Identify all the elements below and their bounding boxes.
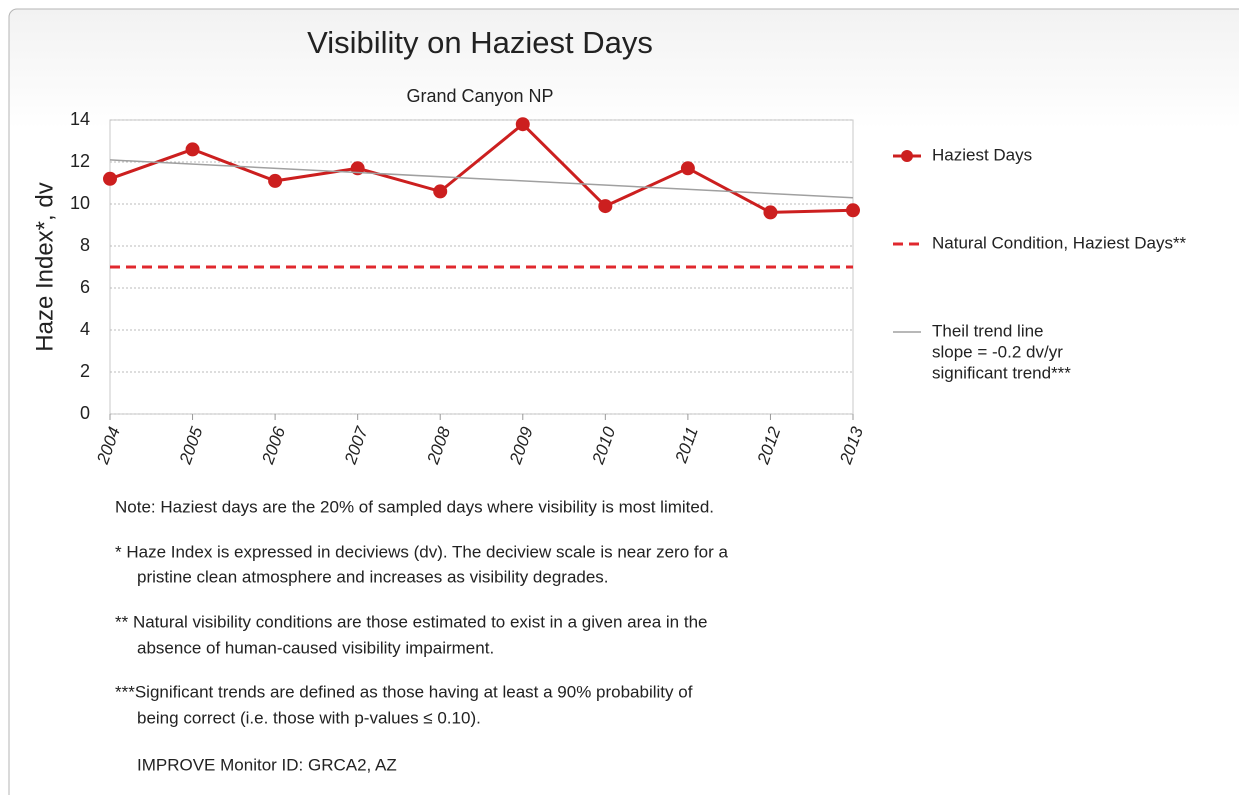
series-line <box>109 122 854 214</box>
y-tick-label: 10 <box>70 193 90 213</box>
y-tick-label: 0 <box>80 403 90 423</box>
marker <box>515 117 530 132</box>
marker <box>846 203 860 218</box>
marker <box>598 199 613 214</box>
legend-note: slope = -0.2 dv/yr <box>932 342 1063 361</box>
footnote: ***Significant trends are defined as tho… <box>115 682 693 701</box>
legend-label: Natural Condition, Haziest Days** <box>932 233 1187 252</box>
marker <box>763 205 778 220</box>
marker <box>433 184 448 199</box>
y-tick-label: 6 <box>80 277 90 297</box>
chart-subtitle: Grand Canyon NP <box>406 86 553 106</box>
series-line <box>109 159 854 199</box>
y-tick-label: 12 <box>70 151 90 171</box>
chart-title: Visibility on Haziest Days <box>307 25 653 60</box>
marker <box>680 161 695 176</box>
footnote: IMPROVE Monitor ID: GRCA2, AZ <box>137 755 397 774</box>
footnote: pristine clean atmosphere and increases … <box>137 567 609 586</box>
legend-marker <box>901 150 913 162</box>
y-tick-label: 14 <box>70 109 90 129</box>
y-tick-label: 4 <box>80 319 90 339</box>
legend-label: Haziest Days <box>932 145 1032 164</box>
footnote: Note: Haziest days are the 20% of sample… <box>115 497 714 516</box>
y-tick-label: 2 <box>80 361 90 381</box>
marker <box>268 173 283 188</box>
legend-note: significant trend*** <box>932 363 1071 382</box>
marker <box>103 171 117 186</box>
y-tick-label: 8 <box>80 235 90 255</box>
footnote: ** Natural visibility conditions are tho… <box>115 612 707 631</box>
legend-label: Theil trend line <box>932 321 1044 340</box>
footnote: being correct (i.e. those with p-values … <box>137 708 481 727</box>
footnote: absence of human-caused visibility impai… <box>137 638 494 657</box>
marker <box>185 142 200 157</box>
footnote: * Haze Index is expressed in deciviews (… <box>115 542 728 561</box>
y-axis-label: Haze Index*, dv <box>31 182 58 351</box>
